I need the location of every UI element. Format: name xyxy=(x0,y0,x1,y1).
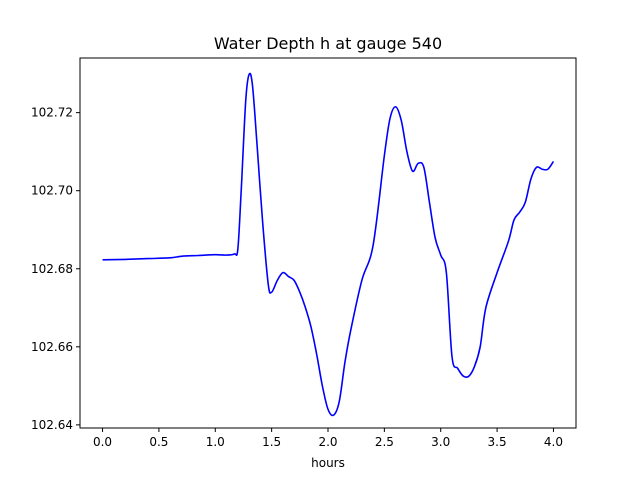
x-tick-label: 0.5 xyxy=(149,435,168,449)
x-tick-label: 2.0 xyxy=(318,435,337,449)
series-layer xyxy=(102,72,555,417)
plot-area-frame xyxy=(79,57,577,429)
chart-title: Water Depth h at gauge 540 xyxy=(214,34,442,53)
y-tick-label: 102.68 xyxy=(31,262,73,276)
y-axis: 102.64 102.66 102.68 102.70 102.72 xyxy=(31,106,80,432)
x-tick-label: 0.0 xyxy=(93,435,112,449)
y-tick-label: 102.70 xyxy=(31,184,73,198)
x-tick-label: 4.0 xyxy=(544,435,563,449)
x-tick-label: 2.5 xyxy=(375,435,394,449)
x-tick-label: 1.5 xyxy=(262,435,281,449)
y-tick-label: 102.64 xyxy=(31,418,73,432)
x-axis: 0.0 0.5 1.0 1.5 2.0 2.5 3.0 3.5 4.0 xyxy=(93,428,563,449)
x-tick-label: 3.5 xyxy=(488,435,507,449)
y-tick-label: 102.66 xyxy=(31,340,73,354)
x-axis-label: hours xyxy=(311,456,345,470)
x-tick-label: 3.0 xyxy=(431,435,450,449)
series-line-0 xyxy=(102,72,555,417)
x-tick-label: 1.0 xyxy=(206,435,225,449)
y-tick-label: 102.72 xyxy=(31,106,73,120)
